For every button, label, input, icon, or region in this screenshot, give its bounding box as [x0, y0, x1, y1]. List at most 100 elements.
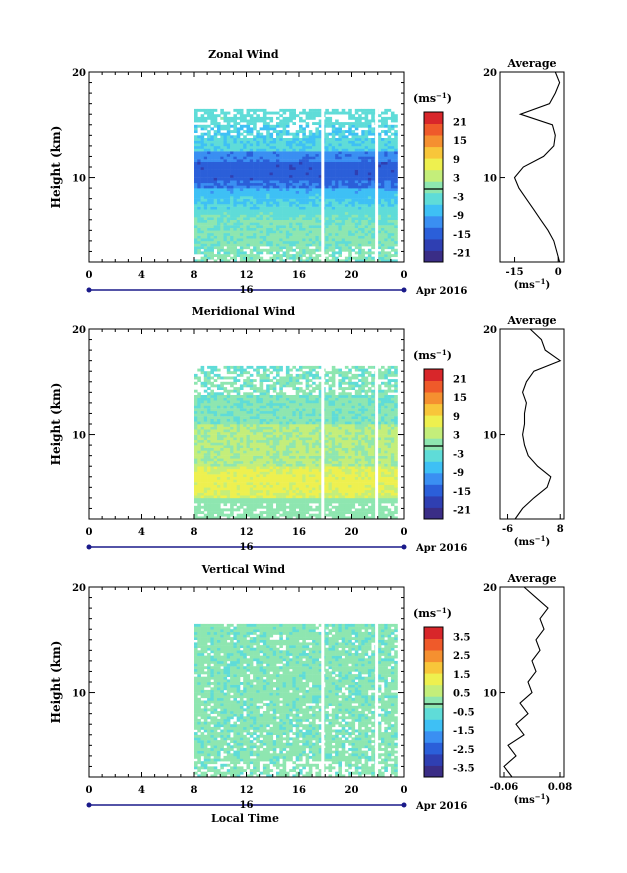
heatmap-cell: [361, 254, 365, 257]
heatmap-cell: [213, 474, 218, 477]
heatmap-cell: [308, 190, 313, 194]
heatmap-cell: [230, 227, 234, 231]
heatmap-cell: [249, 180, 254, 184]
heatmap-cell: [259, 418, 264, 422]
heatmap-cell: [262, 111, 267, 115]
heatmap-cell: [282, 159, 287, 162]
heatmap-cell: [344, 151, 349, 155]
heatmap-cell: [308, 151, 313, 155]
heatmap-cell: [295, 114, 300, 118]
heatmap-cell: [197, 164, 201, 168]
heatmap-cell: [289, 185, 293, 189]
heatmap-cell: [220, 437, 224, 441]
heatmap-cell: [236, 227, 241, 231]
heatmap-cell: [282, 468, 287, 472]
heatmap-cell: [194, 421, 198, 425]
heatmap-cell: [207, 182, 211, 186]
heatmap-cell: [243, 482, 247, 485]
heatmap-cell: [210, 463, 214, 467]
heatmap-cell: [226, 172, 231, 176]
heatmap-cell: [272, 196, 277, 199]
heatmap-cell: [207, 373, 211, 377]
heatmap-cell: [315, 240, 319, 244]
heatmap-cell: [331, 206, 336, 210]
heatmap-cell: [210, 196, 214, 199]
heatmap-cell: [299, 180, 303, 184]
heatmap-cell: [256, 365, 260, 369]
heatmap-cell: [220, 484, 224, 488]
heatmap-cell: [207, 453, 211, 456]
heatmap-cell: [203, 196, 208, 199]
heatmap-cell: [272, 235, 277, 239]
heatmap-cell: [253, 408, 257, 412]
heatmap-cell: [282, 167, 287, 170]
heatmap-cell: [256, 439, 260, 443]
heatmap-cell: [223, 413, 228, 417]
heatmap-cell: [194, 188, 198, 191]
heatmap-cell: [210, 230, 214, 234]
heatmap-cell: [292, 153, 296, 157]
heatmap-cell: [364, 180, 369, 184]
heatmap-cell: [217, 466, 221, 470]
heatmap-cell: [266, 164, 270, 168]
heatmap-cell: [210, 416, 214, 419]
heatmap-cell: [239, 180, 244, 184]
heatmap-cell: [243, 164, 247, 168]
heatmap-cell: [259, 209, 264, 213]
heatmap-cell: [223, 127, 228, 131]
heatmap-cell: [197, 225, 201, 228]
heatmap-cell: [223, 474, 228, 477]
heatmap-cell: [381, 119, 385, 123]
heatmap-cell: [394, 248, 398, 252]
heatmap-cell: [207, 217, 211, 220]
heatmap-cell: [203, 476, 208, 480]
heatmap-cell: [217, 413, 221, 417]
heatmap-cell: [305, 177, 310, 181]
colorbar-unit: (ms−1): [413, 91, 452, 105]
heatmap-cell: [266, 172, 270, 176]
heatmap-cell: [295, 140, 300, 144]
heatmap-cell: [308, 235, 313, 239]
heatmap-cell: [230, 222, 234, 226]
heatmap-cell: [213, 392, 218, 396]
heatmap-cell: [312, 185, 316, 189]
heatmap-cell: [341, 206, 346, 210]
heatmap-cell: [230, 450, 234, 454]
heatmap-cell: [194, 182, 198, 186]
heatmap-cell: [384, 143, 388, 147]
heatmap-cell: [272, 442, 277, 446]
heatmap-cell: [236, 450, 241, 454]
heatmap-cell: [266, 418, 270, 422]
heatmap-cell: [253, 108, 257, 112]
heatmap-cell: [253, 177, 257, 181]
heatmap-cell: [325, 233, 329, 236]
heatmap-cell: [194, 381, 198, 385]
heatmap-cell: [371, 127, 375, 131]
heatmap-cell: [358, 227, 362, 231]
heatmap-cell: [210, 188, 214, 191]
heatmap-cell: [217, 138, 221, 141]
heatmap-cell: [269, 209, 274, 213]
heatmap-cell: [217, 174, 221, 178]
heatmap-cell: [223, 196, 228, 199]
heatmap-cell: [292, 214, 296, 218]
heatmap-cell: [249, 164, 254, 168]
heatmap-cell: [259, 505, 264, 509]
heatmap-cell: [269, 188, 274, 191]
heatmap-cell: [338, 182, 342, 186]
heatmap-cell: [210, 116, 214, 120]
heatmap-cell: [233, 455, 237, 459]
heatmap-cell: [256, 198, 260, 202]
heatmap-cell: [364, 182, 369, 186]
heatmap-cell: [246, 431, 251, 435]
heatmap-cell: [279, 476, 283, 480]
heatmap-cell: [285, 151, 290, 155]
heatmap-cell: [259, 201, 264, 205]
heatmap-cell: [272, 130, 277, 133]
heatmap-cell: [354, 217, 359, 220]
heatmap-cell: [233, 429, 237, 433]
heatmap-cell: [285, 243, 290, 247]
heatmap-cell: [236, 254, 241, 257]
heatmap-cell: [269, 484, 274, 488]
heatmap-cell: [335, 127, 339, 131]
